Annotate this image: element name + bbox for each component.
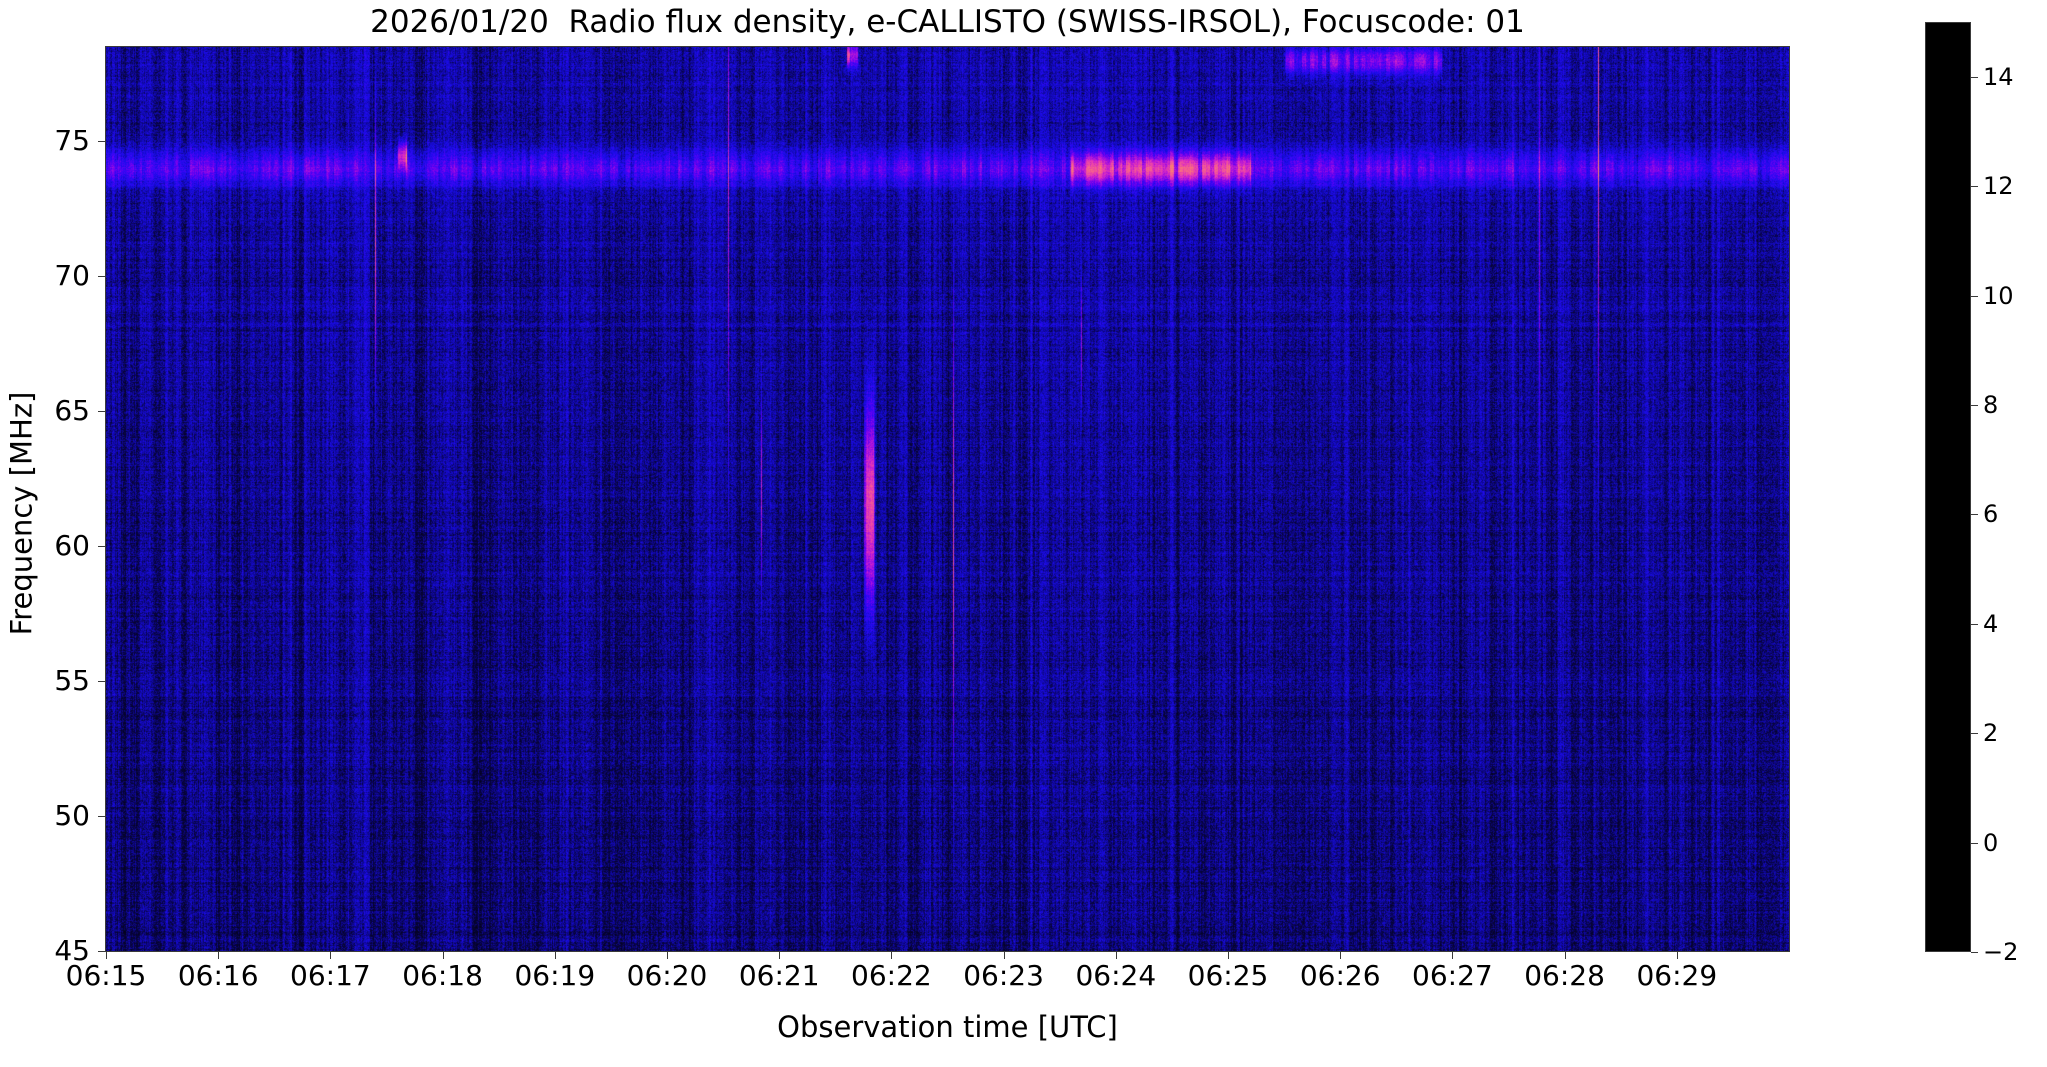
y-tick-mark (98, 951, 105, 952)
colorbar-tick-label: 2 (1983, 719, 1999, 748)
y-tick-label: 55 (54, 664, 90, 698)
y-tick-mark (98, 276, 105, 278)
x-tick-mark (1340, 952, 1342, 959)
spectrogram-axes (105, 46, 1790, 952)
x-tick-label: 06:20 (626, 959, 708, 992)
y-tick-mark (98, 546, 105, 548)
y-tick-label: 60 (54, 529, 90, 563)
y-tick-label: 50 (54, 799, 90, 833)
colorbar-tick-mark (1971, 842, 1978, 844)
colorbar-tick-mark (1971, 952, 1978, 953)
y-tick-label: 70 (54, 259, 90, 293)
y-tick-mark (98, 681, 105, 683)
y-axis-label: Frequency [MHz] (4, 391, 39, 636)
y-tick-label: 75 (54, 124, 90, 158)
x-tick-label: 06:29 (1636, 959, 1718, 992)
colorbar-tick-label: 12 (1983, 172, 2014, 201)
colorbar-tick-mark (1971, 733, 1978, 735)
x-tick-mark (106, 952, 107, 959)
colorbar-tick-mark (1971, 76, 1978, 78)
y-tick-label: 45 (54, 934, 90, 967)
colorbar-gradient (1926, 23, 1970, 951)
colorbar-tick-mark (1971, 295, 1978, 297)
x-tick-mark (891, 952, 893, 959)
y-tick-mark (98, 141, 105, 143)
x-tick-label: 06:24 (1075, 959, 1157, 992)
colorbar-tick-label: 6 (1983, 500, 1999, 529)
x-tick-label: 06:23 (963, 959, 1044, 992)
colorbar-tick-mark (1971, 623, 1978, 625)
colorbar-tick-label: −2 (1983, 938, 2019, 966)
colorbar-tick-label: 0 (1983, 828, 1999, 857)
y-tick-label: 65 (54, 394, 90, 428)
x-tick-label: 06:18 (402, 959, 483, 992)
figure-title: 2026/01/20 Radio flux density, e-CALLIST… (370, 4, 1525, 40)
colorbar-tick-label: 10 (1983, 281, 2014, 310)
y-tick-mark (98, 816, 105, 818)
x-tick-mark (442, 952, 444, 959)
x-tick-mark (779, 952, 781, 959)
colorbar-tick-mark (1971, 514, 1978, 516)
x-tick-label: 06:26 (1299, 959, 1381, 992)
x-tick-mark (330, 952, 332, 959)
y-tick-mark (98, 411, 105, 413)
x-tick-mark (1003, 952, 1005, 959)
x-tick-mark (1228, 952, 1229, 959)
x-axis-label: Observation time [UTC] (777, 1010, 1118, 1044)
x-tick-label: 06:22 (851, 959, 932, 992)
x-tick-label: 06:25 (1187, 959, 1269, 992)
colorbar-tick-mark (1971, 186, 1978, 188)
spectrogram-image (106, 47, 1789, 951)
x-tick-label: 06:27 (1412, 959, 1493, 992)
x-tick-mark (1452, 952, 1454, 959)
x-tick-mark (1564, 952, 1566, 959)
x-tick-label: 06:21 (738, 959, 820, 992)
x-tick-label: 06:19 (514, 959, 596, 992)
x-tick-label: 06:16 (177, 959, 259, 992)
colorbar-tick-label: 4 (1983, 609, 1999, 638)
x-tick-label: 06:17 (290, 959, 371, 992)
colorbar-tick-mark (1971, 404, 1978, 406)
colorbar-tick-label: 8 (1983, 390, 1999, 419)
colorbar-tick-label: 14 (1983, 62, 2014, 91)
x-tick-mark (554, 952, 556, 959)
x-tick-label: 06:28 (1524, 959, 1605, 992)
x-tick-label: 06:15 (65, 959, 147, 992)
x-tick-mark (1676, 952, 1678, 959)
x-tick-mark (218, 952, 220, 959)
x-tick-mark (667, 952, 668, 959)
colorbar (1925, 22, 1971, 952)
x-tick-mark (1115, 952, 1117, 959)
